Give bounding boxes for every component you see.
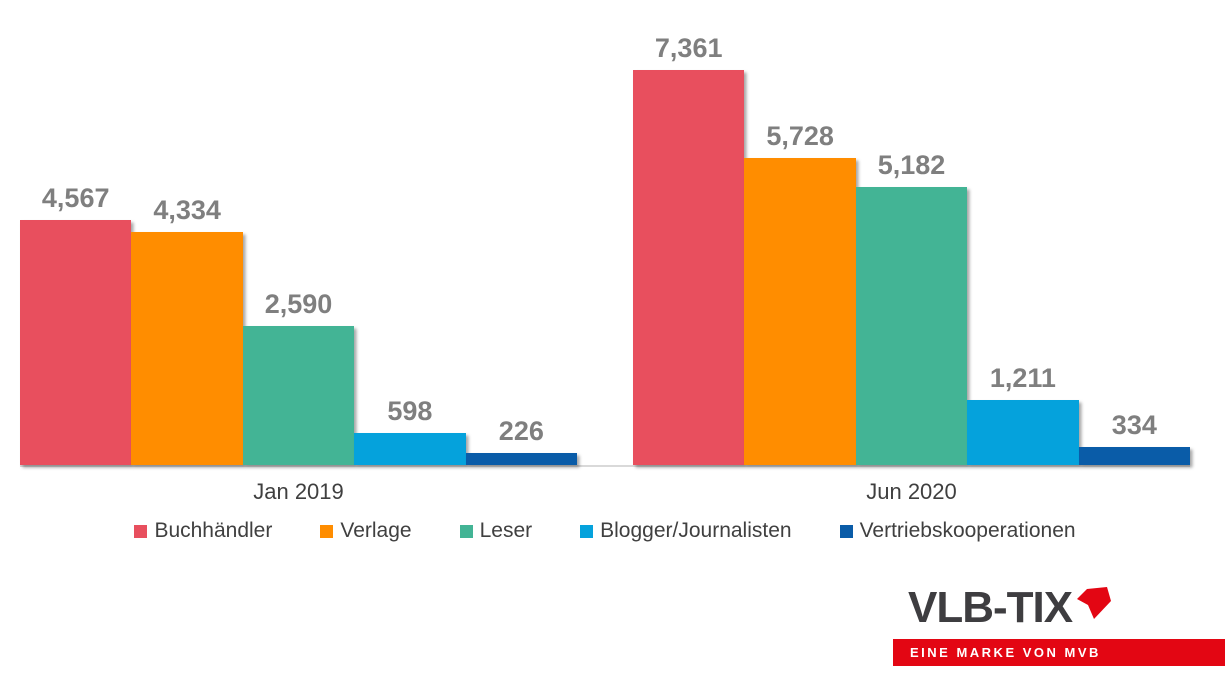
logo-tagline: EINE MARKE VON MVB [910, 645, 1101, 660]
legend-swatch-icon [839, 524, 853, 538]
legend-item-buchh-ndler: Buchhändler [134, 519, 272, 543]
bar-leser [855, 187, 968, 465]
bar-value-label: 4,334 [153, 195, 221, 226]
legend-label: Vertriebskooperationen [859, 519, 1076, 542]
legend-label: Buchhändler [154, 519, 273, 542]
legend-label: Leser [479, 519, 533, 542]
bar-value-label: 5,182 [877, 150, 946, 181]
logo-row: VLB-TIX [893, 586, 1225, 630]
bar-blogger-journalisten [967, 400, 1079, 465]
vlb-tix-branding: VLB-TIX EINE MARKE VON MVB [893, 586, 1225, 666]
bar-value-label: 5,728 [766, 121, 834, 152]
plot-area: 4,567 4,334 2,590 598 226 7,361 5,728 5,182 1,21… [20, 0, 1191, 467]
bar-verlage [131, 232, 243, 465]
bar-chart: 4,567 4,334 2,590 598 226 7,361 5,728 5,182 1,21… [20, 0, 1191, 543]
bar-group-jan-2019: 4,567 4,334 2,590 598 226 [20, 183, 578, 465]
bar-column-blogger-journalisten-jun-2020: 1,211 [967, 363, 1079, 465]
bar-value-label: 2,590 [264, 289, 333, 320]
bar-column-blogger-journalisten-jan-2019: 598 [354, 396, 466, 465]
legend-item-leser: Leser [459, 519, 533, 543]
legend-label: Verlage [340, 519, 412, 542]
bar-value-label: 334 [1111, 410, 1157, 441]
bar-vertriebskooperationen [465, 453, 578, 465]
x-axis-label-jun-2020: Jun 2020 [866, 479, 957, 504]
bar-column-verlage-jan-2019: 4,334 [131, 195, 243, 465]
bar-column-buchh-ndler-jan-2019: 4,567 [20, 183, 132, 465]
legend-item-verlage: Verlage [320, 519, 412, 543]
bar-column-leser-jun-2020: 5,182 [855, 150, 968, 465]
bar-value-label: 598 [387, 396, 433, 427]
logo-tagline-banner: EINE MARKE VON MVB [893, 639, 1225, 666]
bar-buchh-ndler [20, 220, 132, 465]
bar-column-leser-jan-2019: 2,590 [242, 289, 355, 465]
logo-pennant-icon [1077, 587, 1112, 619]
x-axis-label-jan-2019: Jan 2019 [253, 479, 344, 504]
legend-swatch-icon [320, 524, 334, 538]
legend-swatch-icon [580, 524, 594, 538]
bar-verlage [744, 158, 856, 465]
x-axis-labels: Jan 2019 Jun 2020 [20, 467, 1190, 505]
bar-blogger-journalisten [354, 433, 466, 465]
logo-text: VLB-TIX [908, 583, 1073, 632]
bar-value-label: 4,567 [41, 183, 110, 214]
bar-buchh-ndler [633, 70, 745, 465]
bar-column-buchh-ndler-jun-2020: 7,361 [633, 33, 745, 465]
bar-value-label: 7,361 [654, 33, 723, 64]
bar-vertriebskooperationen [1078, 447, 1191, 465]
bar-column-vertriebskooperationen-jan-2019: 226 [465, 416, 578, 465]
legend: Buchhändler Verlage Leser Blogger/Journalis… [20, 519, 1190, 543]
legend-swatch-icon [134, 524, 148, 538]
bar-value-label: 226 [498, 416, 544, 447]
bar-column-verlage-jun-2020: 5,728 [744, 121, 856, 465]
legend-item-vertriebskooperationen: Vertriebskooperationen [839, 519, 1076, 543]
bar-group-jun-2020: 7,361 5,728 5,182 1,211 334 [633, 33, 1191, 465]
bar-column-vertriebskooperationen-jun-2020: 334 [1078, 410, 1191, 465]
legend-swatch-icon [459, 524, 473, 538]
legend-item-blogger-journalisten: Blogger/Journalisten [580, 519, 792, 543]
bar-value-label: 1,211 [989, 363, 1056, 394]
legend-label: Blogger/Journalisten [600, 519, 792, 542]
bar-leser [242, 326, 355, 465]
